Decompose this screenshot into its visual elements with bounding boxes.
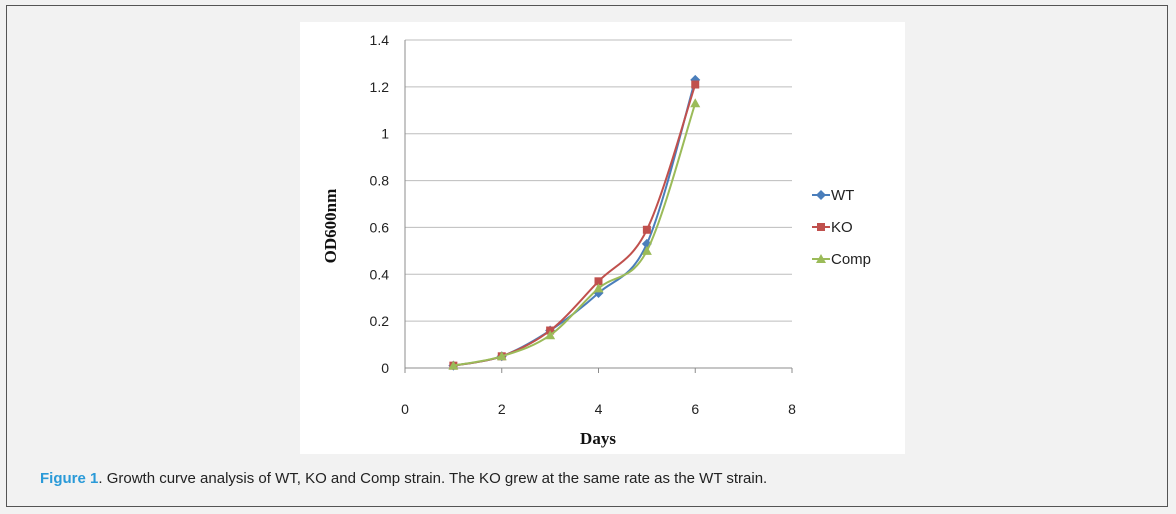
legend-marker-ko	[817, 223, 825, 231]
x-tick-label: 0	[401, 401, 409, 417]
y-tick-label: 1.4	[370, 32, 390, 48]
x-tick-label: 4	[595, 401, 603, 417]
caption-text: . Growth curve analysis of WT, KO and Co…	[98, 470, 767, 487]
y-tick-label: 0	[381, 360, 389, 376]
y-tick-label: 1.2	[370, 79, 390, 95]
legend-label-ko: KO	[831, 219, 853, 236]
figure-caption: Figure 1. Growth curve analysis of WT, K…	[40, 470, 767, 487]
legend-label-wt: WT	[831, 187, 854, 204]
data-point-ko	[643, 226, 651, 234]
y-axis-title: OD600nm	[321, 189, 340, 264]
x-tick-label: 2	[498, 401, 506, 417]
caption-figure-label: Figure 1	[40, 470, 98, 487]
x-tick-label: 8	[788, 401, 796, 417]
y-tick-label: 0.4	[370, 266, 390, 282]
y-tick-label: 0.8	[370, 173, 390, 189]
x-tick-label: 6	[691, 401, 699, 417]
x-axis-title: Days	[580, 429, 616, 448]
y-tick-label: 1	[381, 126, 389, 142]
y-tick-label: 0.6	[370, 219, 390, 235]
legend-label-comp: Comp	[831, 251, 871, 268]
data-point-ko	[691, 81, 699, 89]
y-tick-label: 0.2	[370, 313, 390, 329]
